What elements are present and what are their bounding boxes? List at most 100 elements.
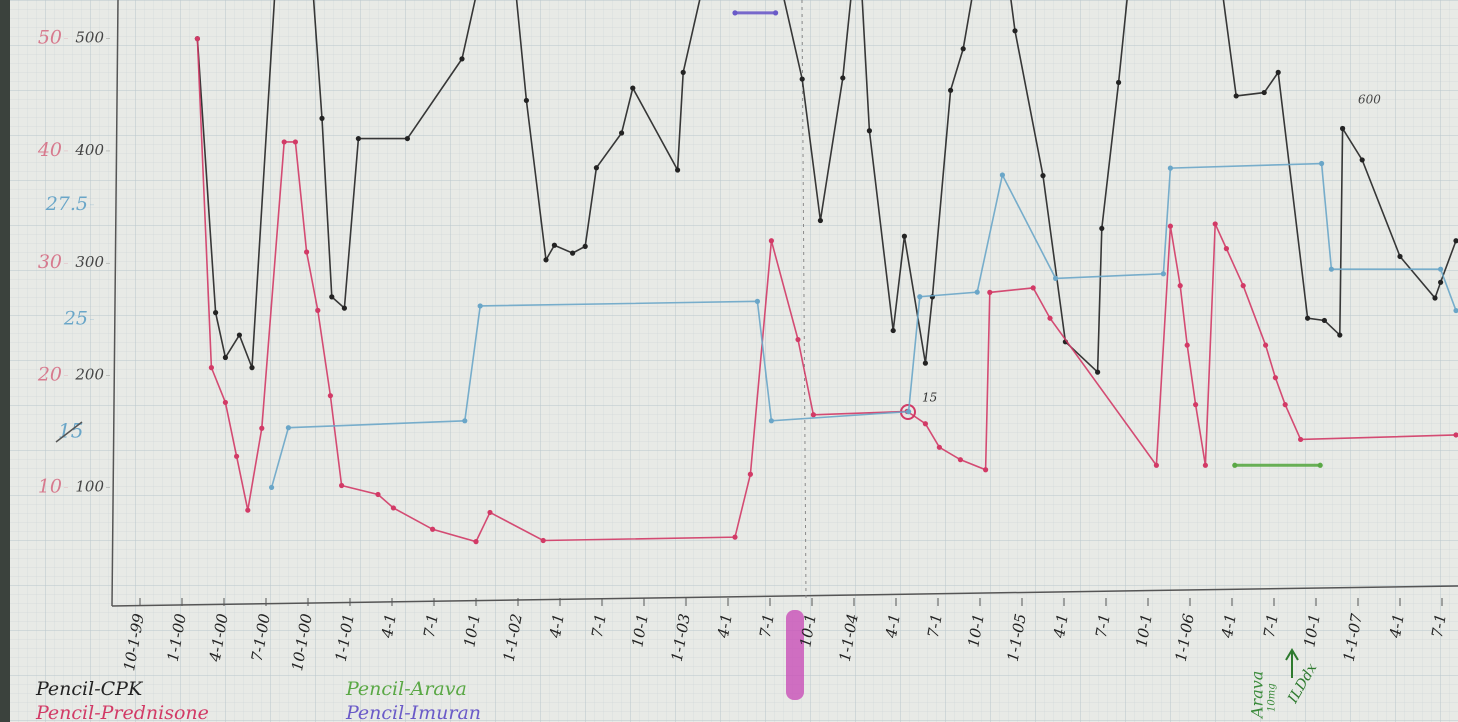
data-point bbox=[315, 308, 320, 313]
data-point bbox=[342, 306, 347, 311]
legend-label: Pencil-Prednisone bbox=[35, 702, 209, 722]
data-point bbox=[1161, 271, 1166, 276]
data-point bbox=[975, 290, 980, 295]
data-point bbox=[906, 409, 911, 414]
y-tick-label: 25 bbox=[63, 308, 88, 330]
legend-label: Pencil-Arava bbox=[345, 678, 467, 700]
data-point bbox=[923, 421, 928, 426]
data-point bbox=[630, 85, 635, 90]
data-point bbox=[1193, 402, 1198, 407]
data-point bbox=[1116, 80, 1121, 85]
data-point bbox=[1438, 280, 1443, 285]
data-point bbox=[811, 412, 816, 417]
data-point bbox=[1095, 370, 1100, 375]
y-tick-label: 20 bbox=[37, 363, 62, 385]
data-point bbox=[375, 492, 380, 497]
data-point bbox=[1318, 463, 1323, 468]
data-point bbox=[1329, 267, 1334, 272]
data-point bbox=[1273, 375, 1278, 380]
data-point bbox=[328, 393, 333, 398]
data-point bbox=[1047, 316, 1052, 321]
data-point bbox=[293, 139, 298, 144]
data-point bbox=[773, 10, 778, 15]
data-point bbox=[1438, 267, 1443, 272]
data-point bbox=[269, 485, 274, 490]
y-tick-label: 100 bbox=[75, 478, 104, 496]
data-point bbox=[1203, 463, 1208, 468]
y-tick-label: 30 bbox=[38, 251, 62, 273]
data-point bbox=[319, 116, 324, 121]
data-point bbox=[583, 244, 588, 249]
legend-label: Pencil-Imuran bbox=[345, 702, 481, 722]
data-point bbox=[619, 130, 624, 135]
data-point bbox=[675, 167, 680, 172]
data-point bbox=[478, 303, 483, 308]
y-tick-label: 300 bbox=[75, 253, 104, 271]
data-point bbox=[769, 418, 774, 423]
data-point bbox=[1337, 332, 1342, 337]
data-point bbox=[339, 483, 344, 488]
data-point bbox=[917, 294, 922, 299]
data-point bbox=[983, 467, 988, 472]
data-point bbox=[923, 361, 928, 366]
data-point bbox=[543, 257, 548, 262]
data-point bbox=[541, 538, 546, 543]
data-point bbox=[1224, 246, 1229, 251]
data-point bbox=[405, 136, 410, 141]
data-point bbox=[732, 10, 737, 15]
data-point bbox=[902, 234, 907, 239]
y-tick-label: 10 bbox=[38, 476, 62, 498]
data-point bbox=[209, 365, 214, 370]
annotation: 600 bbox=[1358, 93, 1381, 107]
data-point bbox=[195, 36, 200, 41]
data-point bbox=[681, 70, 686, 75]
y-tick-label: 200 bbox=[74, 365, 104, 383]
data-point bbox=[732, 535, 737, 540]
data-point bbox=[1322, 318, 1327, 323]
data-point bbox=[1232, 463, 1237, 468]
data-point bbox=[473, 539, 478, 544]
data-point bbox=[391, 505, 396, 510]
annotation: 10mg bbox=[1267, 683, 1278, 712]
data-point bbox=[249, 365, 254, 370]
data-point bbox=[769, 238, 774, 243]
data-point bbox=[1031, 285, 1036, 290]
data-point bbox=[234, 454, 239, 459]
data-point bbox=[245, 508, 250, 513]
data-point bbox=[1262, 90, 1267, 95]
data-point bbox=[748, 472, 753, 477]
data-point bbox=[304, 249, 309, 254]
y-tick-label: 40 bbox=[37, 139, 62, 161]
data-point bbox=[213, 310, 218, 315]
data-point bbox=[487, 510, 492, 515]
legend-label: Pencil-CPK bbox=[35, 678, 144, 700]
data-point bbox=[356, 136, 361, 141]
data-point bbox=[1234, 93, 1239, 98]
data-point bbox=[1168, 224, 1173, 229]
data-point bbox=[1099, 226, 1104, 231]
data-point bbox=[1305, 316, 1310, 321]
data-point bbox=[1276, 70, 1281, 75]
data-point bbox=[1319, 161, 1324, 166]
data-point bbox=[552, 243, 557, 248]
data-point bbox=[840, 75, 845, 80]
data-point bbox=[223, 355, 228, 360]
data-point bbox=[1213, 221, 1218, 226]
annotation: 15 bbox=[922, 391, 937, 405]
data-point bbox=[818, 218, 823, 223]
y-tick-label: 500 bbox=[75, 29, 104, 47]
y-tick-label: 400 bbox=[74, 141, 104, 159]
data-point bbox=[987, 290, 992, 295]
data-point bbox=[259, 426, 264, 431]
data-point bbox=[282, 139, 287, 144]
data-point bbox=[867, 128, 872, 133]
data-point bbox=[1241, 283, 1246, 288]
data-point bbox=[891, 328, 896, 333]
data-point bbox=[594, 165, 599, 170]
data-point bbox=[1154, 463, 1159, 468]
data-point bbox=[948, 88, 953, 93]
chart: 10-1-991-1-004-1-007-1-0010-1-001-1-014-… bbox=[0, 0, 1458, 722]
data-point bbox=[223, 400, 228, 405]
data-point bbox=[795, 337, 800, 342]
data-point bbox=[1397, 254, 1402, 259]
